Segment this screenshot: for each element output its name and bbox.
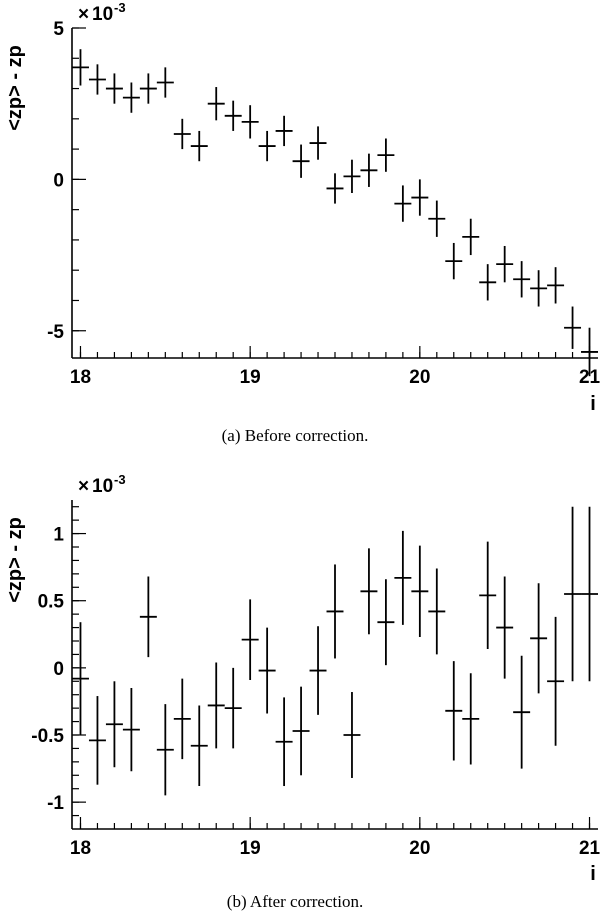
panel-b-y-exponent-times: × bbox=[78, 476, 89, 497]
panel-b-point bbox=[377, 579, 395, 666]
panel-b-point bbox=[105, 681, 123, 768]
panel-a-point bbox=[122, 82, 140, 113]
panel-a-point bbox=[343, 159, 361, 193]
panel-b-point bbox=[224, 667, 242, 749]
panel-a-point bbox=[156, 67, 174, 98]
panel-b-point bbox=[394, 530, 412, 625]
panel-b-point bbox=[496, 576, 514, 679]
panel-a-point bbox=[547, 267, 565, 304]
panel-a-xtick-label: 18 bbox=[70, 367, 91, 388]
panel-a-ytick-label: 5 bbox=[53, 19, 64, 40]
panel-a-y-label: <zp> - zp bbox=[4, 45, 26, 131]
panel-b-ytick-label: -0.5 bbox=[31, 726, 64, 747]
panel-b-point bbox=[88, 696, 106, 785]
panel-a-point bbox=[496, 245, 514, 283]
panel-b-point bbox=[564, 506, 582, 682]
panel-b-ytick-label: 0.5 bbox=[38, 592, 65, 613]
panel-b-point bbox=[581, 506, 598, 682]
panel-b-y-exponent-base: 10 bbox=[92, 476, 113, 497]
panel-a-point bbox=[462, 218, 480, 256]
panel-b-point bbox=[241, 599, 259, 680]
panel-a-points bbox=[72, 49, 598, 377]
panel-b-point bbox=[411, 545, 429, 637]
panel-b-point bbox=[479, 541, 497, 650]
panel-b-point bbox=[462, 673, 480, 765]
panel-a-caption: (a) Before correction. bbox=[222, 426, 369, 445]
panel-a-point bbox=[513, 261, 531, 298]
panel-b-point bbox=[156, 704, 174, 796]
panel-a-y-exponent-power: -3 bbox=[114, 0, 126, 15]
panel-b-point bbox=[122, 688, 140, 772]
panel-b-xtick-label: 21 bbox=[579, 838, 600, 859]
panel-b-x-label: i bbox=[590, 863, 596, 885]
panel-b-points bbox=[72, 506, 598, 796]
panel-b-point bbox=[343, 692, 361, 778]
panel-a-point bbox=[428, 200, 446, 237]
panel-b-xtick-label: 20 bbox=[409, 838, 430, 859]
panel-b-point bbox=[309, 626, 327, 715]
panel-a-x-label: i bbox=[590, 393, 596, 415]
panel-a-point bbox=[275, 115, 293, 147]
panel-b-point bbox=[139, 576, 157, 658]
panel-b-point bbox=[258, 627, 276, 714]
panel-b-caption: (b) After correction. bbox=[227, 892, 363, 911]
panel-b-point bbox=[428, 568, 446, 655]
panel-b-y-exponent-power: -3 bbox=[114, 472, 126, 487]
panel-b-point bbox=[360, 548, 378, 635]
panel-b-point bbox=[72, 622, 89, 735]
panel-a-ticks: 18 19 20 21 5 0 -5 bbox=[47, 19, 600, 388]
panel-a-point bbox=[360, 153, 378, 187]
panel-a-xtick-label: 21 bbox=[579, 367, 600, 388]
panel-a-point bbox=[326, 173, 344, 204]
panel-a-y-exponent-times: × bbox=[78, 4, 89, 25]
panel-b-point bbox=[292, 686, 310, 776]
panel-a-y-exponent-base: 10 bbox=[92, 4, 113, 25]
panel-a-point bbox=[173, 118, 191, 150]
panel-b-point bbox=[207, 662, 225, 749]
panel-a-point bbox=[309, 126, 327, 160]
panel-b-point bbox=[275, 697, 293, 787]
panel-a-point bbox=[224, 100, 242, 131]
panel-a-point bbox=[72, 49, 89, 86]
panel-a-point bbox=[411, 179, 429, 216]
panel-a-point bbox=[394, 185, 412, 222]
panel-a-point bbox=[445, 242, 463, 280]
panel-a-point bbox=[564, 306, 582, 349]
panel-b-xtick-label: 18 bbox=[70, 838, 91, 859]
panel-a-point bbox=[139, 73, 157, 104]
panel-b-point bbox=[530, 583, 548, 694]
panel-a-point bbox=[377, 138, 395, 172]
panel-a-xtick-label: 20 bbox=[409, 367, 430, 388]
panel-a-point bbox=[530, 270, 548, 307]
panel-a-point bbox=[105, 73, 123, 104]
panel-a-point bbox=[190, 130, 208, 162]
panel-a-point bbox=[258, 130, 276, 162]
panel-a-point bbox=[581, 327, 598, 377]
panel-b-ytick-label: 1 bbox=[53, 525, 64, 546]
panel-a-point bbox=[479, 264, 497, 301]
panel-b-ytick-label: -1 bbox=[47, 793, 64, 814]
panel-b-point bbox=[173, 678, 191, 760]
panel-b-point bbox=[513, 655, 531, 769]
panel-a-point bbox=[207, 87, 225, 121]
panel-a-ytick-label: 0 bbox=[53, 170, 64, 191]
panel-a-point bbox=[241, 105, 259, 139]
panel-b-point bbox=[547, 616, 565, 746]
panel-b-y-label: <zp> - zp bbox=[4, 517, 26, 603]
panel-a: 18 19 20 21 5 0 -5 10 × -3 <zp> - zp i (a) Bef… bbox=[4, 0, 600, 445]
panel-b-xtick-label: 19 bbox=[240, 838, 261, 859]
panel-a-point bbox=[292, 144, 310, 178]
panel-b-point bbox=[445, 661, 463, 761]
panel-b-ytick-label: 0 bbox=[53, 659, 64, 680]
panel-a-ytick-label: -5 bbox=[47, 322, 64, 343]
panel-b-point bbox=[326, 564, 344, 659]
panel-a-xtick-label: 19 bbox=[240, 367, 261, 388]
panel-b-ticks: 18 19 20 21 1 0.5 0 -0.5 -1 bbox=[31, 506, 600, 859]
panel-a-point bbox=[88, 64, 106, 95]
panel-b-point bbox=[190, 705, 208, 787]
